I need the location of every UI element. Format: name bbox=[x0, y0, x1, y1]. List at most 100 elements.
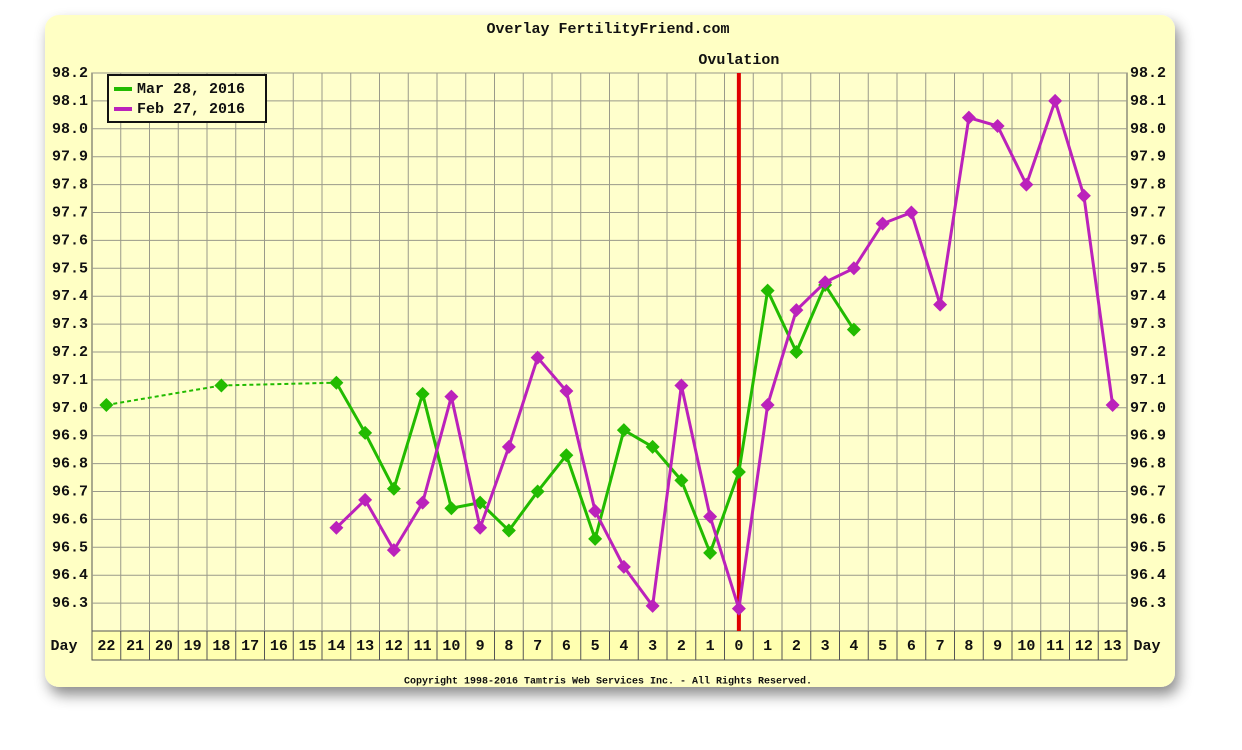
series-marker bbox=[703, 509, 718, 524]
series-marker bbox=[588, 504, 603, 519]
x-tick-label: 10 bbox=[1017, 638, 1035, 655]
series-marker bbox=[961, 110, 976, 125]
series-marker bbox=[329, 375, 344, 390]
y-tick-label-right: 97.4 bbox=[1130, 288, 1166, 305]
y-tick-label: 96.4 bbox=[52, 567, 88, 584]
series-marker bbox=[358, 425, 373, 440]
y-tick-label-right: 97.8 bbox=[1130, 177, 1166, 194]
x-tick-label: 5 bbox=[591, 638, 600, 655]
legend-label: Mar 28, 2016 bbox=[137, 81, 245, 98]
y-tick-label-right: 97.2 bbox=[1130, 344, 1166, 361]
x-tick-label: 13 bbox=[1104, 638, 1122, 655]
y-tick-label-right: 97.3 bbox=[1130, 316, 1166, 333]
x-tick-label: 1 bbox=[706, 638, 715, 655]
series-marker bbox=[530, 484, 545, 499]
y-tick-label-right: 96.3 bbox=[1130, 595, 1166, 612]
y-tick-label: 96.5 bbox=[52, 539, 88, 556]
series-marker bbox=[875, 216, 890, 231]
y-tick-label: 97.1 bbox=[52, 372, 88, 389]
series-marker bbox=[214, 378, 229, 393]
y-tick-label-right: 96.4 bbox=[1130, 567, 1166, 584]
x-tick-label: 16 bbox=[270, 638, 288, 655]
x-tick-label: 11 bbox=[1046, 638, 1064, 655]
y-tick-label: 96.9 bbox=[52, 428, 88, 445]
y-tick-label: 97.9 bbox=[52, 149, 88, 166]
series-marker bbox=[674, 378, 689, 393]
y-tick-label: 97.8 bbox=[52, 177, 88, 194]
x-tick-label: 18 bbox=[212, 638, 230, 655]
ovulation-label: Ovulation bbox=[698, 52, 779, 69]
y-tick-label: 96.3 bbox=[52, 595, 88, 612]
y-tick-label-right: 97.7 bbox=[1130, 204, 1166, 221]
series-marker bbox=[616, 559, 631, 574]
y-tick-label-right: 96.9 bbox=[1130, 428, 1166, 445]
legend-label: Feb 27, 2016 bbox=[137, 101, 245, 118]
series-marker bbox=[559, 448, 574, 463]
y-tick-label: 98.2 bbox=[52, 65, 88, 82]
series-marker bbox=[444, 389, 459, 404]
y-tick-label: 97.6 bbox=[52, 232, 88, 249]
series-marker bbox=[329, 520, 344, 535]
legend-box bbox=[107, 74, 267, 123]
series-marker bbox=[703, 545, 718, 560]
y-tick-label: 97.4 bbox=[52, 288, 88, 305]
x-tick-label: 3 bbox=[648, 638, 657, 655]
series-marker bbox=[501, 523, 516, 538]
x-tick-label: 22 bbox=[97, 638, 115, 655]
series-marker bbox=[444, 501, 459, 516]
footer: Copyright 1998-2016 Tamtris Web Services… bbox=[404, 676, 812, 688]
y-tick-label: 97.7 bbox=[52, 204, 88, 221]
y-tick-label-right: 97.5 bbox=[1130, 260, 1166, 277]
series-marker bbox=[358, 492, 373, 507]
series-marker bbox=[559, 384, 574, 399]
x-tick-label: 5 bbox=[878, 638, 887, 655]
series-marker bbox=[760, 398, 775, 413]
chart-title: Overlay FertilityFriend.com bbox=[486, 21, 729, 38]
series-marker bbox=[789, 345, 804, 359]
x-tick-label: 1 bbox=[763, 638, 772, 655]
series-marker bbox=[386, 481, 401, 496]
y-tick-label: 96.7 bbox=[52, 483, 88, 500]
series-marker bbox=[645, 598, 660, 613]
y-tick-label: 97.2 bbox=[52, 344, 88, 361]
series-marker bbox=[933, 297, 948, 312]
y-tick-label: 97.3 bbox=[52, 316, 88, 333]
x-tick-label: 20 bbox=[155, 638, 173, 655]
x-tick-label: 2 bbox=[792, 638, 801, 655]
y-tick-label: 97.5 bbox=[52, 260, 88, 277]
x-tick-label: 19 bbox=[184, 638, 202, 655]
x-tick-label: 13 bbox=[356, 638, 374, 655]
x-tick-label: 9 bbox=[993, 638, 1002, 655]
series-marker bbox=[501, 439, 516, 454]
series-marker bbox=[760, 283, 775, 298]
y-tick-label-right: 96.7 bbox=[1130, 483, 1166, 500]
series-marker bbox=[386, 543, 401, 558]
y-tick-label: 98.1 bbox=[52, 93, 88, 110]
series-marker bbox=[1105, 398, 1120, 413]
x-tick-label: 17 bbox=[241, 638, 259, 655]
x-tick-label: 8 bbox=[504, 638, 513, 655]
x-tick-label: 15 bbox=[299, 638, 317, 655]
y-tick-label-right: 97.1 bbox=[1130, 372, 1166, 389]
series-marker bbox=[473, 520, 488, 535]
y-tick-label-right: 97.6 bbox=[1130, 232, 1166, 249]
series-marker bbox=[674, 473, 689, 488]
x-tick-label: 4 bbox=[849, 638, 858, 655]
x-tick-label: 6 bbox=[562, 638, 571, 655]
series-marker bbox=[731, 601, 746, 616]
series-marker bbox=[846, 322, 861, 337]
x-axis-label: Day bbox=[50, 638, 77, 655]
y-tick-label-right: 97.0 bbox=[1130, 400, 1166, 417]
x-tick-label: 10 bbox=[442, 638, 460, 655]
series-marker bbox=[731, 464, 746, 479]
series-gap-connector bbox=[106, 384, 222, 406]
x-tick-label: 12 bbox=[1075, 638, 1093, 655]
series-gap-connector bbox=[221, 381, 337, 387]
series-marker bbox=[846, 261, 861, 276]
y-tick-label-right: 96.8 bbox=[1130, 456, 1166, 473]
x-axis-label: Day bbox=[1133, 638, 1160, 655]
series-marker bbox=[789, 303, 804, 318]
series-marker bbox=[818, 275, 833, 290]
series-marker bbox=[415, 386, 430, 401]
